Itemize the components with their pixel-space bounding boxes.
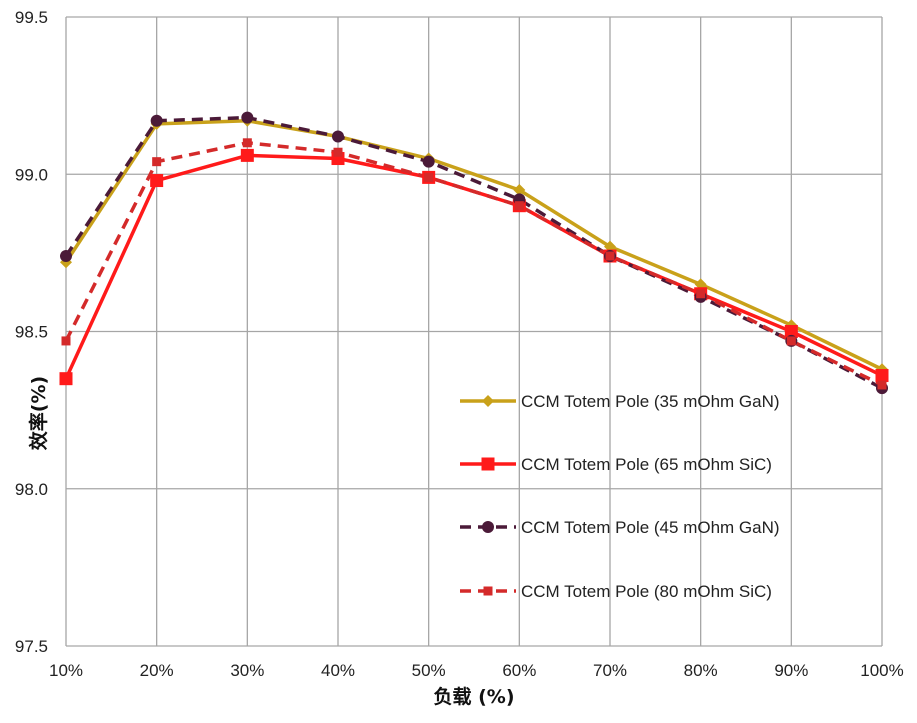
series-point: [513, 183, 526, 196]
series-point: [875, 369, 889, 383]
series-point: [242, 138, 252, 148]
x-axis-ticks: 10% 20% 30% 40% 50% 60% 70% 80% 90% 100%: [49, 661, 904, 680]
series-point: [59, 372, 73, 386]
series-point: [483, 586, 493, 596]
series-point: [241, 111, 254, 124]
series-point: [150, 174, 164, 188]
series-point: [240, 148, 254, 162]
y-tick-label: 98.5: [15, 323, 48, 342]
legend-label: CCM Totem Pole (35 mOhm GaN): [521, 392, 780, 411]
x-tick-label: 70%: [593, 661, 627, 680]
x-tick-label: 10%: [49, 661, 83, 680]
x-tick-label: 100%: [860, 661, 903, 680]
series-point: [333, 147, 343, 157]
series-line: [64, 141, 883, 387]
x-tick-label: 90%: [774, 661, 808, 680]
series-point: [784, 325, 798, 338]
series-line: [64, 119, 883, 371]
x-tick-label: 50%: [412, 661, 446, 680]
series-point: [877, 380, 887, 390]
y-tick-label: 99.5: [15, 8, 48, 27]
series-point: [482, 395, 494, 407]
x-tick-label: 30%: [230, 661, 264, 680]
series-point: [514, 201, 524, 211]
y-tick-label: 97.5: [15, 637, 48, 656]
series-point: [605, 251, 615, 261]
legend-label: CCM Totem Pole (80 mOhm SiC): [521, 582, 772, 601]
y-axis-title: 效率(%): [27, 376, 50, 450]
y-tick-label: 99.0: [15, 165, 48, 184]
x-tick-label: 20%: [140, 661, 174, 680]
series-point: [424, 172, 434, 182]
legend-label: CCM Totem Pole (65 mOhm SiC): [521, 455, 772, 474]
series-point: [482, 521, 494, 533]
series-point: [422, 155, 435, 168]
x-tick-label: 80%: [684, 661, 718, 680]
series-point: [696, 289, 706, 299]
series-point: [481, 457, 495, 471]
series-line: [64, 115, 883, 390]
x-tick-label: 60%: [502, 661, 536, 680]
series-point: [60, 250, 72, 263]
series-point: [150, 114, 163, 127]
series-markers: [59, 111, 889, 395]
y-tick-label: 98.0: [15, 480, 48, 499]
series-point: [152, 157, 162, 167]
series-lines: [64, 115, 883, 390]
series-point: [786, 336, 796, 346]
legend-label: CCM Totem Pole (45 mOhm GaN): [521, 518, 780, 537]
y-axis-ticks: 97.5 98.0 98.5 99.0 99.5: [15, 8, 48, 656]
legend: CCM Totem Pole (35 mOhm GaN) CCM Totem Po…: [460, 392, 780, 601]
series-point: [332, 130, 344, 143]
series-point: [61, 336, 71, 346]
x-tick-label: 40%: [321, 661, 355, 680]
x-axis-title: 负载 (%): [433, 685, 514, 708]
